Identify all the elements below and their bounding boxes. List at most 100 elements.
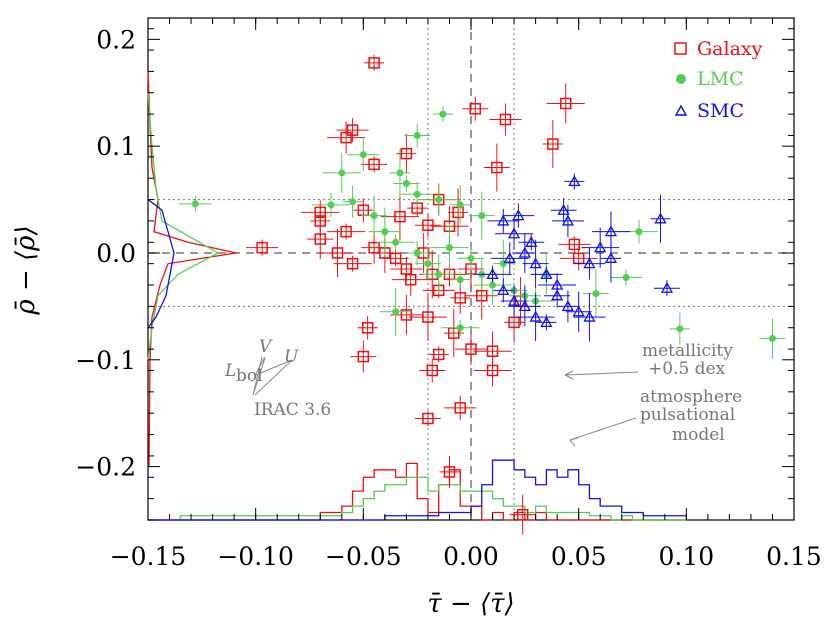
data-point-lmc: [396, 169, 404, 177]
data-point-lmc: [622, 274, 630, 282]
annotation-lbol: L: [224, 361, 236, 381]
x-tick-label: 0.00: [443, 542, 499, 571]
data-point-galaxy: [454, 292, 466, 304]
data-point-lmc: [676, 325, 684, 333]
y-axis-label: ρ̄ − ⟨ρ̄⟩: [11, 225, 41, 315]
data-point-galaxy: [346, 124, 359, 136]
data-point-lmc: [413, 131, 421, 139]
y-histogram-lmc: [147, 92, 220, 360]
data-point-lmc: [635, 228, 643, 236]
data-point-galaxy: [361, 321, 374, 334]
x-tick-label: 0.05: [551, 542, 607, 571]
data-point-smc: [583, 310, 596, 322]
x-tick-label: −0.10: [217, 542, 294, 571]
data-point-smc: [497, 284, 510, 296]
annotation-u: U: [284, 347, 299, 367]
data-point-lmc: [392, 308, 400, 316]
data-point-smc: [572, 305, 585, 317]
data-point-smc: [551, 289, 564, 301]
data-point-galaxy: [499, 113, 512, 126]
data-point-lmc: [327, 201, 335, 209]
data-point-smc: [540, 316, 553, 328]
data-point-galaxy: [256, 241, 268, 254]
data-point-galaxy: [432, 348, 445, 361]
data-point-galaxy: [469, 103, 482, 115]
data-point-galaxy: [346, 257, 359, 270]
data-point-smc: [604, 251, 618, 263]
data-point-galaxy: [389, 252, 402, 265]
annotation-pulsational: pulsational: [640, 405, 735, 425]
data-point-lmc: [456, 276, 464, 284]
data-point-lmc: [349, 198, 357, 206]
y-tick-label: −0.1: [75, 346, 136, 375]
data-point-lmc: [478, 212, 486, 220]
data-point-galaxy: [465, 343, 477, 355]
data-point-smc: [529, 257, 542, 269]
data-point-lmc: [424, 260, 432, 268]
annotation-lbol-subscript: bol: [236, 366, 263, 386]
data-point-galaxy: [547, 138, 559, 150]
data-point-smc: [497, 214, 510, 226]
data-point-galaxy: [422, 412, 434, 425]
data-point-lmc: [768, 334, 776, 342]
data-point-galaxy: [454, 402, 466, 414]
data-point-lmc: [370, 212, 378, 220]
data-point-galaxy: [394, 210, 406, 223]
data-point-galaxy: [443, 466, 456, 478]
data-point-lmc: [402, 180, 410, 188]
data-point-galaxy: [422, 219, 434, 231]
y-axis-title: ρ̄ − ⟨ρ̄⟩: [11, 225, 41, 315]
data-point-galaxy: [404, 273, 417, 286]
data-point-smc: [507, 227, 521, 239]
data-point-galaxy: [340, 131, 352, 144]
x-tick-label: 0.15: [766, 542, 822, 571]
data-point-lmc: [338, 169, 346, 177]
data-point-smc: [486, 268, 499, 279]
data-point-galaxy: [340, 225, 352, 238]
annotation-atmosphere: atmosphere: [640, 387, 742, 407]
data-point-smc: [518, 300, 531, 312]
annotation-model: model: [672, 425, 725, 445]
legend-lmc-marker: [676, 74, 686, 84]
data-point-lmc: [592, 290, 600, 298]
data-point-lmc: [359, 151, 367, 159]
data-point-smc: [518, 246, 531, 258]
data-point-smc: [654, 212, 667, 224]
x-tick-label: −0.05: [325, 542, 402, 571]
x-tick-label: 0.10: [658, 542, 714, 571]
data-point-smc: [540, 268, 553, 279]
data-point-lmc: [445, 244, 453, 252]
data-point-lmc: [413, 249, 421, 257]
x-axis-label: τ̄ − ⟨τ̄⟩: [427, 589, 514, 619]
data-point-galaxy: [368, 158, 380, 171]
x-axis-title: τ̄ − ⟨τ̄⟩: [427, 589, 514, 619]
data-points: [179, 54, 786, 535]
axis-ticks: −0.15 −0.10 −0.05 0.00 0.05 0.10 0.15 −0.2 −0.1 0…: [75, 18, 822, 571]
annotation-v: V: [259, 337, 273, 357]
data-point-smc: [503, 251, 516, 263]
annotation-metallicity: metallicity: [642, 341, 733, 361]
data-point-galaxy: [426, 364, 438, 377]
data-point-smc: [529, 310, 542, 322]
x-tick-label: −0.15: [110, 542, 187, 571]
annotation-irac: IRAC 3.6: [254, 400, 331, 420]
y-histogram-galaxy: [147, 71, 237, 467]
histogram-smc: [148, 459, 687, 521]
data-point-lmc: [435, 270, 443, 278]
legend-galaxy-marker: [674, 42, 687, 55]
data-point-lmc: [392, 238, 400, 246]
data-point-galaxy: [400, 309, 413, 321]
data-point-galaxy: [314, 233, 327, 245]
legend: Galaxy LMC SMC: [674, 38, 763, 122]
data-point-lmc: [467, 254, 475, 262]
histogram-galaxy: [148, 462, 687, 521]
data-point-smc: [594, 241, 607, 253]
histogram-lmc: [148, 476, 687, 521]
y-tick-label: 0.2: [96, 25, 136, 54]
data-point-lmc: [439, 110, 447, 118]
data-point-lmc: [489, 281, 497, 289]
data-point-galaxy: [331, 247, 344, 259]
data-point-lmc: [381, 228, 389, 236]
legend-galaxy-label: Galaxy: [697, 38, 763, 60]
